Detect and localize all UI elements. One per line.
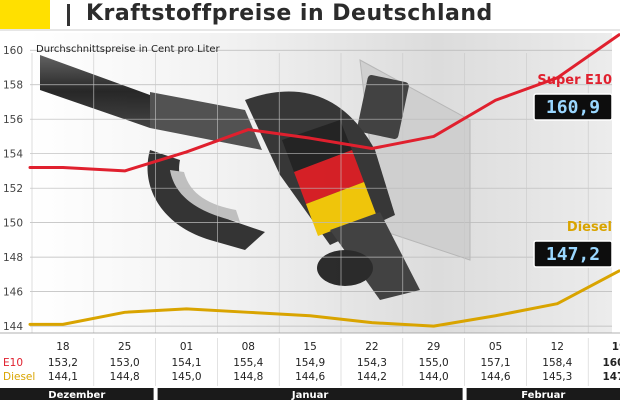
legend-layer: Super E10 160,9 Diesel 147,2	[533, 73, 613, 268]
month-bar: Dezember Januar Februar	[0, 388, 620, 400]
table-background	[0, 333, 620, 390]
data-label-e10: 153,0	[110, 357, 140, 369]
legend-label-diesel: Diesel	[567, 220, 612, 235]
x-tick-label: 08	[242, 341, 255, 353]
month-bar-segment	[466, 388, 620, 400]
data-label-e10: 158,4	[542, 357, 572, 369]
y-tick-label: 146	[3, 287, 23, 299]
legend-label-e10: Super E10	[537, 73, 612, 88]
series-layer	[28, 33, 620, 328]
month-label: Februar	[521, 390, 565, 400]
data-label-e10: 154,3	[357, 357, 387, 369]
x-tick-label: 05	[489, 341, 502, 353]
data-label-e10: 155,0	[419, 357, 449, 369]
month-label: Dezember	[48, 390, 105, 400]
data-label-e10: 153,2	[48, 357, 78, 369]
x-tick-label: 12	[551, 341, 564, 353]
price-display-value: 160,9	[546, 97, 600, 118]
y-tick-label: 148	[3, 252, 23, 264]
x-tick-label: 15	[303, 341, 316, 353]
y-tick-label: 154	[3, 149, 23, 161]
value-table: E10 Diesel 18 153,2 144,1 25 153,0 144,8 01 154,1…	[0, 332, 620, 390]
data-label-diesel: 145,3	[542, 371, 572, 383]
data-label-e10: 157,1	[480, 357, 510, 369]
y-tick-label: 160	[3, 45, 23, 57]
row-label-diesel: Diesel	[3, 371, 35, 383]
grid-layer	[30, 49, 612, 333]
data-label-e10: 155,4	[233, 357, 263, 369]
x-tick-label: 29	[427, 341, 440, 353]
price-display-box	[533, 93, 613, 121]
y-tick-label: 144	[3, 321, 23, 333]
data-label-diesel: 144,0	[419, 371, 449, 383]
data-label-e10: 154,9	[295, 357, 325, 369]
data-label-diesel: 144,8	[233, 371, 263, 383]
x-tick-label: 22	[365, 341, 378, 353]
chart-title: Kraftstoffpreise in Deutschland	[86, 1, 493, 26]
y-tick-label: 150	[3, 218, 23, 230]
month-bar-segment	[157, 388, 463, 400]
month-label: Januar	[291, 390, 328, 400]
data-label-diesel: 144,6	[295, 371, 325, 383]
title-divider	[67, 4, 70, 26]
y-tick-label: 158	[3, 80, 23, 92]
y-tick-label: 152	[3, 183, 23, 195]
data-label-diesel: 144,2	[357, 371, 387, 383]
x-tick-label: 25	[118, 341, 131, 353]
header-accent	[0, 0, 50, 29]
chart-subtitle: Durchschnittspreise in Cent pro Liter	[36, 44, 221, 55]
x-tick-label: 18	[56, 341, 69, 353]
x-tick-label: 19	[612, 341, 620, 353]
price-display-value: 147,2	[546, 244, 600, 265]
data-label-e10: 154,1	[171, 357, 201, 369]
row-label-e10: E10	[3, 357, 23, 369]
y-tick-label: 156	[3, 114, 23, 126]
header-rule	[0, 29, 620, 31]
y-axis: 144 146 148 150 152 154 156 158 160	[3, 45, 23, 333]
month-bar-segment	[0, 388, 154, 400]
header-bar: Kraftstoffpreise in Deutschland	[0, 0, 620, 31]
data-label-e10: 160,9	[602, 357, 620, 369]
data-label-diesel: 144,1	[48, 371, 78, 383]
x-tick-label: 01	[180, 341, 193, 353]
data-label-diesel: 145,0	[171, 371, 201, 383]
data-label-diesel: 144,8	[110, 371, 140, 383]
data-label-diesel: 144,6	[480, 371, 510, 383]
fuel-nozzle-illustration	[40, 55, 471, 300]
price-display-box	[533, 240, 613, 268]
data-label-diesel: 147,2	[602, 371, 620, 383]
